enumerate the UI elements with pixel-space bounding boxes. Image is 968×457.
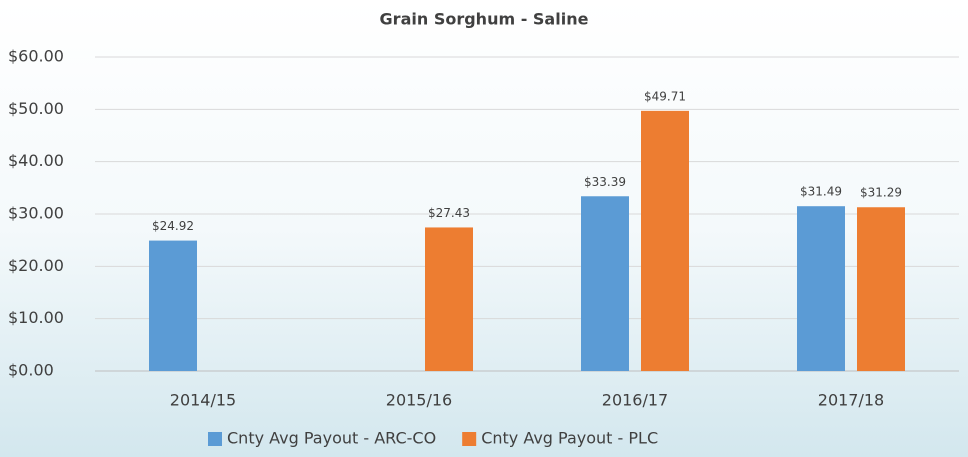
legend-swatch bbox=[208, 432, 222, 446]
legend-label: Cnty Avg Payout - ARC-CO bbox=[227, 429, 436, 448]
bar bbox=[857, 207, 905, 371]
y-tick-label: $0.00 bbox=[8, 361, 54, 380]
data-label: $49.71 bbox=[644, 89, 686, 103]
bar bbox=[641, 110, 689, 371]
x-tick-label: 2014/15 bbox=[170, 391, 236, 410]
y-tick-label: $50.00 bbox=[8, 99, 64, 118]
bar bbox=[425, 227, 473, 371]
data-label: $24.92 bbox=[152, 219, 194, 233]
bar bbox=[149, 240, 197, 371]
bar bbox=[581, 196, 629, 371]
data-label: $31.49 bbox=[800, 185, 842, 199]
data-label: $31.29 bbox=[860, 186, 902, 200]
y-tick-label: $10.00 bbox=[8, 308, 64, 327]
y-tick-label: $30.00 bbox=[8, 204, 64, 223]
legend-label: Cnty Avg Payout - PLC bbox=[481, 429, 658, 448]
y-tick-label: $20.00 bbox=[8, 256, 64, 275]
x-tick-label: 2015/16 bbox=[386, 391, 452, 410]
y-tick-label: $60.00 bbox=[8, 47, 64, 66]
legend-swatch bbox=[462, 432, 477, 446]
y-tick-label: $40.00 bbox=[8, 151, 64, 170]
x-tick-label: 2017/18 bbox=[818, 391, 884, 410]
chart-title: Grain Sorghum - Saline bbox=[380, 10, 589, 29]
bar bbox=[797, 206, 845, 371]
x-tick-label: 2016/17 bbox=[602, 391, 668, 410]
data-label: $33.39 bbox=[584, 175, 626, 189]
data-label: $27.43 bbox=[428, 206, 470, 220]
